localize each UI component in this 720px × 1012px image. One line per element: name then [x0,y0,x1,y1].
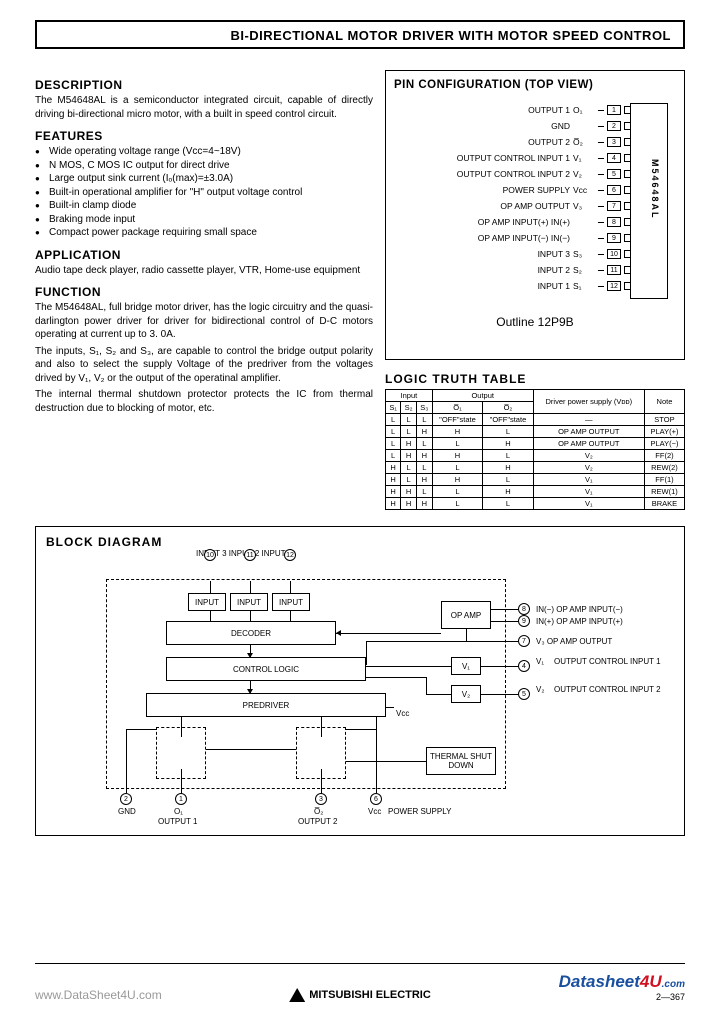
feature-item: Large output sink current (Iₒ(max)=±3.0A… [35,172,373,186]
feature-item: N MOS, C MOS IC output for direct drive [35,159,373,173]
company-logo: MITSUBISHI ELECTRIC [289,988,431,1002]
feature-item: Wide operating voltage range (Vᴄᴄ=4~18V) [35,145,373,159]
truth-table-title: LOGIC TRUTH TABLE [385,372,685,386]
pin-config-title: PIN CONFIGURATION (TOP VIEW) [394,79,676,91]
function-head: FUNCTION [35,285,373,299]
function-p1: The M54648AL, full bridge motor driver, … [35,301,373,342]
title-banner: BI-DIRECTIONAL MOTOR DRIVER WITH MOTOR S… [35,20,685,49]
features-list: Wide operating voltage range (Vᴄᴄ=4~18V)… [35,145,373,240]
mitsubishi-icon [289,988,305,1002]
page-content: DESCRIPTION The M54648AL is a semiconduc… [35,70,685,952]
function-p3: The internal thermal shutdown protector … [35,388,373,415]
datasheet4u-logo: Datasheet4U.com [559,972,685,991]
footer-rule [35,963,685,964]
application-text: Audio tape deck player, radio cassette p… [35,264,373,278]
watermark: www.DataSheet4U.com [35,988,162,1002]
function-p2: The inputs, S₁, S₂ and S₃, are capable t… [35,345,373,386]
feature-item: Built-in clamp diode [35,199,373,213]
outline-text: Outline 12P9B [394,315,676,329]
page-title: BI-DIRECTIONAL MOTOR DRIVER WITH MOTOR S… [49,28,671,43]
feature-item: Built-in operational amplifier for "H" o… [35,186,373,200]
chip-outline [630,103,668,299]
page-number: 2—367 [559,992,685,1002]
block-diagram-box: BLOCK DIAGRAM INPUT 3 INPUT 2 INPUT 1 S₃… [35,526,685,836]
feature-item: Compact power package requiring small sp… [35,226,373,240]
description-head: DESCRIPTION [35,78,373,92]
left-column: DESCRIPTION The M54648AL is a semiconduc… [35,70,373,510]
description-text: The M54648AL is a semiconductor integrat… [35,94,373,121]
footer: www.DataSheet4U.com MITSUBISHI ELECTRIC … [0,972,720,1002]
pin-config-box: PIN CONFIGURATION (TOP VIEW) M54648AL OU… [385,70,685,360]
right-column: PIN CONFIGURATION (TOP VIEW) M54648AL OU… [385,70,685,510]
truth-table: Input Output Driver power supply (Vᴅᴅ) N… [385,389,685,510]
chip-label: M54648AL [650,159,660,220]
block-diagram-title: BLOCK DIAGRAM [46,535,674,549]
application-head: APPLICATION [35,248,373,262]
features-head: FEATURES [35,129,373,143]
feature-item: Braking mode input [35,213,373,227]
